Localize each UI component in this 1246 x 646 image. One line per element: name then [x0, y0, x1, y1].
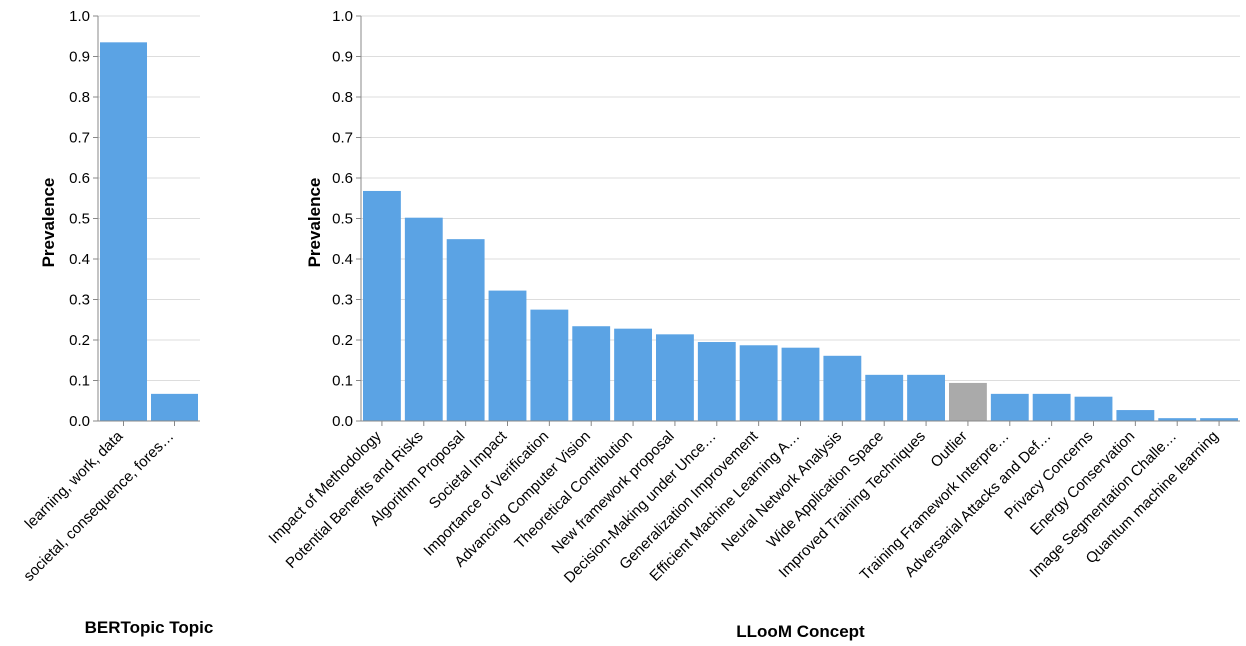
bar: [1200, 418, 1238, 421]
y-tick-label: 0.5: [332, 211, 353, 228]
bar: [100, 42, 147, 421]
bar: [446, 239, 485, 421]
bar: [404, 217, 443, 421]
y-tick-label: 0.0: [69, 413, 90, 430]
bar: [1116, 410, 1155, 421]
bar: [363, 190, 401, 421]
y-tick-label: 0.3: [69, 292, 90, 309]
bar: [530, 309, 569, 421]
bar: [781, 347, 820, 421]
bar: [614, 328, 652, 421]
x-tick-label: learning, work, data: [22, 427, 127, 532]
y-tick-label: 0.8: [69, 89, 90, 106]
y-tick-label: 1.0: [332, 8, 353, 25]
bar: [949, 382, 987, 421]
x-axis-title: BERTopic Topic: [85, 618, 214, 637]
y-tick-label: 0.8: [332, 89, 353, 106]
y-tick-label: 0.7: [332, 130, 353, 147]
bar: [1074, 396, 1113, 421]
y-tick-label: 0.1: [69, 373, 90, 390]
y-tick-label: 1.0: [69, 8, 90, 25]
bar: [823, 355, 862, 421]
bar: [865, 374, 904, 421]
y-tick-label: 0.6: [69, 170, 90, 187]
bar: [1158, 418, 1197, 421]
bar: [990, 393, 1029, 421]
y-tick-label: 0.5: [69, 211, 90, 228]
bar: [907, 374, 945, 421]
right-chart: 0.00.10.20.30.40.50.60.70.80.91.0Impact …: [265, 8, 1240, 641]
y-tick-label: 0.7: [69, 130, 90, 147]
y-axis-title: Prevalence: [39, 178, 58, 268]
y-tick-label: 0.0: [332, 413, 353, 430]
bar: [151, 393, 198, 421]
x-axis-title: LLooM Concept: [736, 622, 865, 641]
bar: [656, 334, 694, 421]
bar: [739, 345, 778, 421]
y-tick-label: 0.6: [332, 170, 353, 187]
y-tick-label: 0.4: [332, 251, 353, 268]
y-tick-label: 0.1: [332, 373, 353, 390]
y-tick-label: 0.4: [69, 251, 90, 268]
y-tick-label: 0.9: [332, 49, 353, 66]
bar: [572, 326, 611, 421]
left-chart: 0.0 0.1 0.2 0.3 0.4 0.5 0.6 0.7 0.8 0.9 1.0 learnin…: [20, 8, 213, 637]
y-tick-label: 0.2: [332, 332, 353, 349]
y-axis-title: Prevalence: [305, 178, 324, 268]
y-tick-label: 0.9: [69, 49, 90, 66]
bar: [488, 290, 527, 421]
bar: [697, 342, 736, 421]
bar: [1032, 393, 1071, 421]
x-tick-label: Decision-Making under Unce…: [561, 428, 720, 587]
y-tick-label: 0.3: [332, 292, 353, 309]
y-tick-label: 0.2: [69, 332, 90, 349]
